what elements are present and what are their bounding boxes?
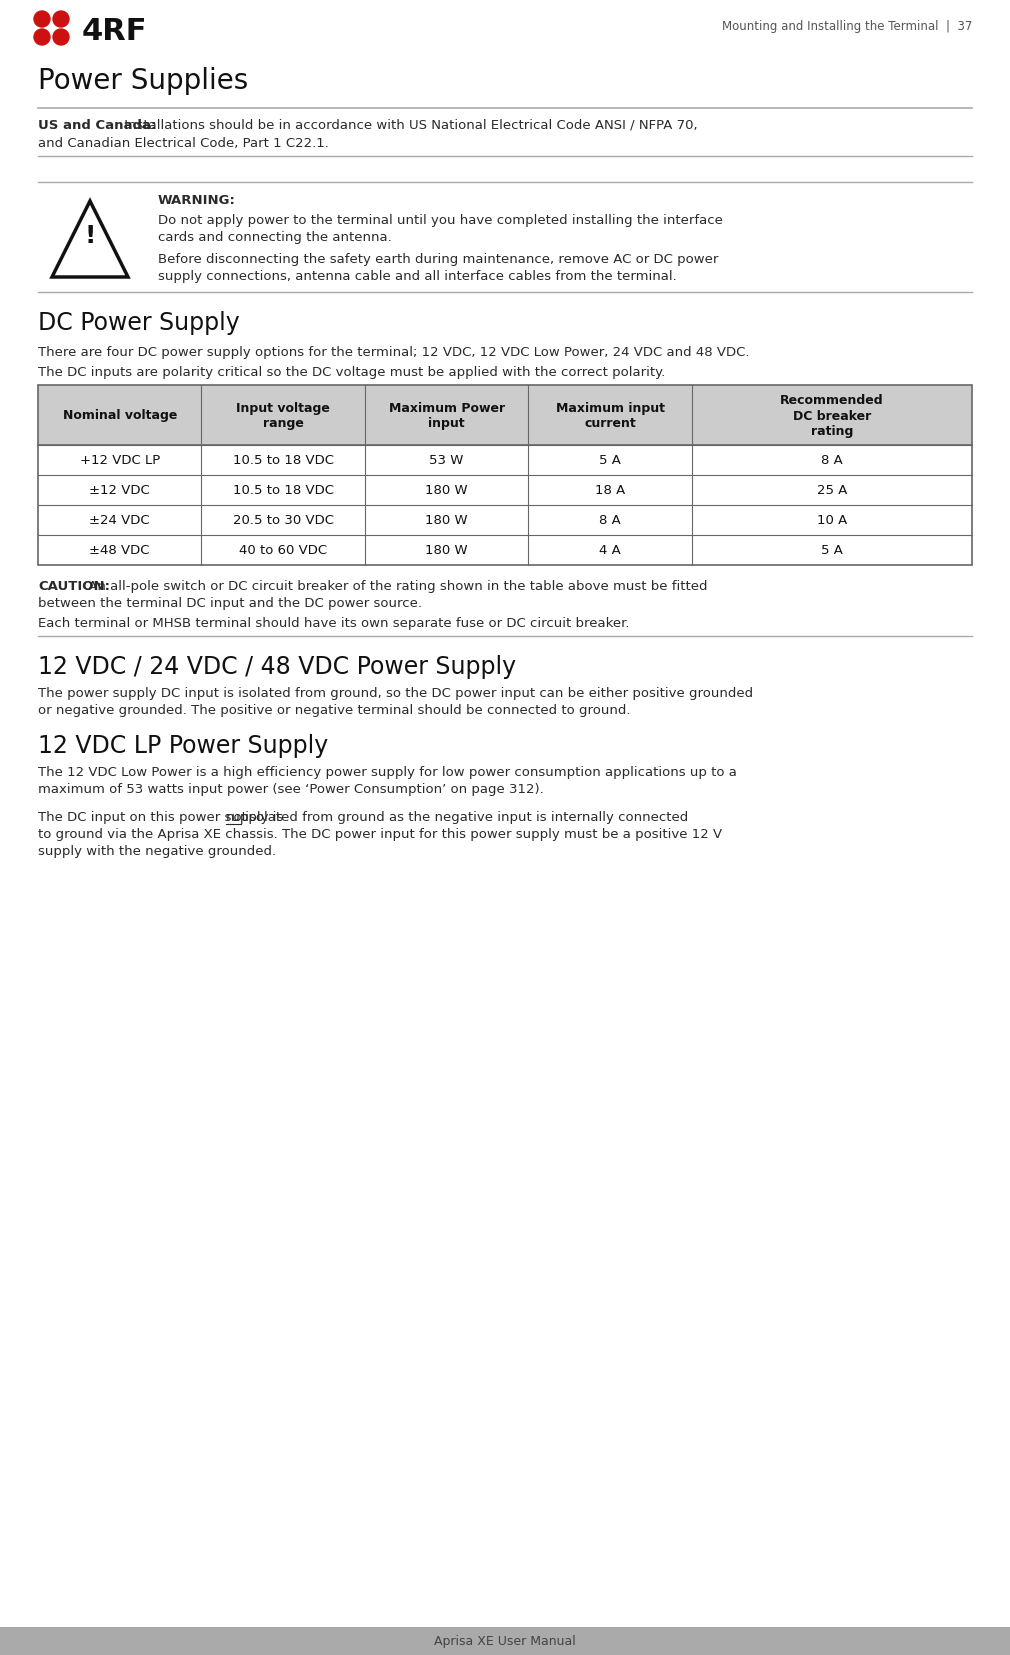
Text: 180 W: 180 W [425,515,468,528]
Text: to ground via the Aprisa XE chassis. The DC power input for this power supply mu: to ground via the Aprisa XE chassis. The… [38,828,722,841]
Text: The power supply DC input is isolated from ground, so the DC power input can be : The power supply DC input is isolated fr… [38,687,753,700]
Text: 4RF: 4RF [82,17,147,46]
Circle shape [53,30,69,46]
Text: !: ! [84,223,96,248]
Text: ±24 VDC: ±24 VDC [90,515,150,528]
Text: Before disconnecting the safety earth during maintenance, remove AC or DC power: Before disconnecting the safety earth du… [158,253,718,266]
Text: Installations should be in accordance with US National Electrical Code ANSI / NF: Installations should be in accordance wi… [120,119,698,132]
Text: US and Canada:: US and Canada: [38,119,157,132]
Text: 53 W: 53 W [429,453,464,467]
Text: 5 A: 5 A [821,544,842,558]
Text: 12 VDC / 24 VDC / 48 VDC Power Supply: 12 VDC / 24 VDC / 48 VDC Power Supply [38,655,516,679]
Text: CAUTION:: CAUTION: [38,579,110,592]
Text: Power Supplies: Power Supplies [38,66,248,94]
Text: supply connections, antenna cable and all interface cables from the terminal.: supply connections, antenna cable and al… [158,270,677,283]
Bar [38,386,972,566]
Bar [38,506,972,536]
Text: ±12 VDC: ±12 VDC [89,485,150,496]
Text: 180 W: 180 W [425,485,468,496]
Bar [0,1627,1010,1655]
Text: Mounting and Installing the Terminal  |  37: Mounting and Installing the Terminal | 3… [721,20,972,33]
Text: WARNING:: WARNING: [158,194,236,207]
Text: The DC inputs are polarity critical so the DC voltage must be applied with the c: The DC inputs are polarity critical so t… [38,366,666,379]
Text: The DC input on this power supply is: The DC input on this power supply is [38,811,288,824]
Text: 25 A: 25 A [817,485,847,496]
Text: cards and connecting the antenna.: cards and connecting the antenna. [158,230,392,243]
Text: 180 W: 180 W [425,544,468,558]
Circle shape [34,30,50,46]
Circle shape [53,12,69,28]
Text: Recommended
DC breaker
rating: Recommended DC breaker rating [780,394,884,437]
Text: 20.5 to 30 VDC: 20.5 to 30 VDC [232,515,333,528]
Bar [38,475,972,506]
Text: Maximum Power
input: Maximum Power input [389,402,505,430]
Text: Aprisa XE User Manual: Aprisa XE User Manual [434,1635,576,1647]
Text: 8 A: 8 A [599,515,621,528]
Circle shape [34,12,50,28]
Text: supply with the negative grounded.: supply with the negative grounded. [38,844,276,857]
Text: DC Power Supply: DC Power Supply [38,311,239,334]
Bar [38,386,972,445]
Text: Each terminal or MHSB terminal should have its own separate fuse or DC circuit b: Each terminal or MHSB terminal should ha… [38,617,629,629]
Text: 18 A: 18 A [595,485,625,496]
Text: Input voltage
range: Input voltage range [236,402,330,430]
Text: between the terminal DC input and the DC power source.: between the terminal DC input and the DC… [38,597,422,609]
Polygon shape [52,202,128,278]
Text: 8 A: 8 A [821,453,842,467]
Text: ±48 VDC: ±48 VDC [90,544,149,558]
Text: Do not apply power to the terminal until you have completed installing the inter: Do not apply power to the terminal until… [158,213,723,227]
Text: 40 to 60 VDC: 40 to 60 VDC [239,544,327,558]
Text: Nominal voltage: Nominal voltage [63,409,177,422]
Bar [38,536,972,566]
Text: isolated from ground as the negative input is internally connected: isolated from ground as the negative inp… [241,811,689,824]
Text: 12 VDC LP Power Supply: 12 VDC LP Power Supply [38,733,328,758]
Text: +12 VDC LP: +12 VDC LP [80,453,160,467]
Text: 10.5 to 18 VDC: 10.5 to 18 VDC [232,485,333,496]
Text: The 12 VDC Low Power is a high efficiency power supply for low power consumption: The 12 VDC Low Power is a high efficienc… [38,766,737,778]
Text: not: not [226,811,247,824]
Text: or negative grounded. The positive or negative terminal should be connected to g: or negative grounded. The positive or ne… [38,703,630,717]
Text: There are four DC power supply options for the terminal; 12 VDC, 12 VDC Low Powe: There are four DC power supply options f… [38,346,749,359]
Text: maximum of 53 watts input power (see ‘Power Consumption’ on page 312).: maximum of 53 watts input power (see ‘Po… [38,783,543,796]
Bar [38,445,972,475]
Text: 5 A: 5 A [599,453,621,467]
Text: 10 A: 10 A [817,515,847,528]
Text: An all-pole switch or DC circuit breaker of the rating shown in the table above : An all-pole switch or DC circuit breaker… [84,579,707,592]
Text: 4 A: 4 A [599,544,621,558]
Text: 10.5 to 18 VDC: 10.5 to 18 VDC [232,453,333,467]
Text: and Canadian Electrical Code, Part 1 C22.1.: and Canadian Electrical Code, Part 1 C22… [38,137,329,151]
Text: Maximum input
current: Maximum input current [556,402,665,430]
